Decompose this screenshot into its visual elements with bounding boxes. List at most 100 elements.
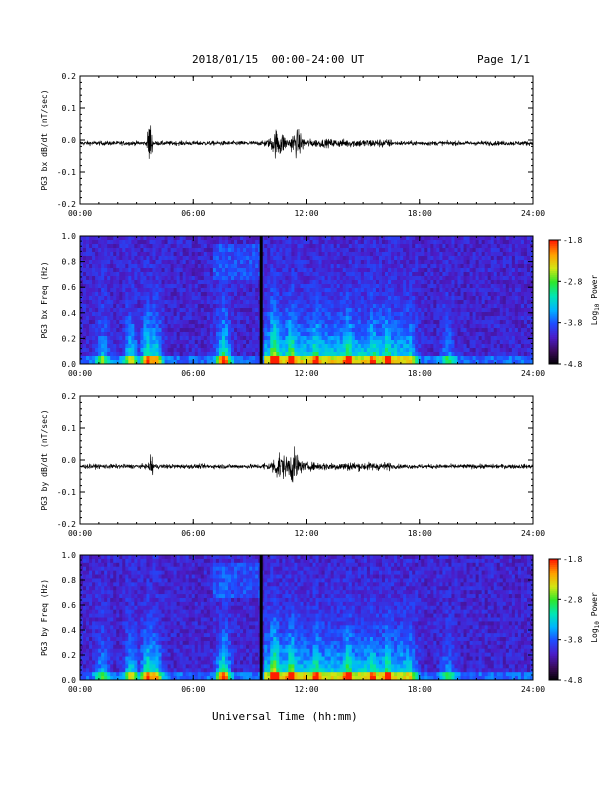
heatmap-cell <box>345 360 350 365</box>
heatmap-cell <box>173 352 178 357</box>
heatmap-cell <box>164 300 168 305</box>
heatmap-cell <box>191 288 196 293</box>
heatmap-cell <box>203 344 208 349</box>
heatmap-cell <box>209 240 214 245</box>
heatmap-cell <box>493 308 498 313</box>
heatmap-cell <box>433 324 437 329</box>
heatmap-cell <box>330 236 335 241</box>
heatmap-cell <box>475 284 480 289</box>
heatmap-cell <box>164 348 168 353</box>
heatmap-cell <box>406 280 410 285</box>
heatmap-cell <box>412 320 416 325</box>
heatmap-cell <box>188 312 193 317</box>
heatmap-cell <box>252 236 256 241</box>
heatmap-cell <box>176 320 181 325</box>
heatmap-cell <box>185 272 190 277</box>
heatmap-cell <box>342 236 347 241</box>
heatmap-cell <box>125 324 129 329</box>
heatmap-cell <box>221 256 226 261</box>
heatmap-cell <box>460 236 464 241</box>
heatmap-cell <box>436 280 440 285</box>
heatmap-cell <box>391 332 395 337</box>
heatmap-cell <box>261 332 265 337</box>
heatmap-cell <box>116 292 120 297</box>
heatmap-cell <box>412 264 416 269</box>
heatmap-cell <box>227 360 232 365</box>
heatmap-cell <box>385 264 389 269</box>
heatmap-cell <box>215 252 220 257</box>
heatmap-cell <box>98 260 102 265</box>
heatmap-cell <box>261 292 265 297</box>
heatmap-cell <box>478 244 483 249</box>
heatmap-cell <box>391 300 395 305</box>
heatmap-cell <box>472 272 477 277</box>
heatmap-cell <box>80 248 84 253</box>
heatmap-cell <box>122 356 126 361</box>
heatmap-cell <box>514 296 519 301</box>
heatmap-cell <box>427 276 431 281</box>
heatmap-cell <box>487 296 492 301</box>
heatmap-cell <box>191 356 196 361</box>
heatmap-cell <box>92 288 96 293</box>
heatmap-cell <box>164 284 168 289</box>
heatmap-cell <box>523 240 528 245</box>
heatmap-cell <box>152 288 156 293</box>
heatmap-cell <box>312 308 316 313</box>
heatmap-cell <box>140 236 144 241</box>
heatmap-cell <box>152 248 156 253</box>
heatmap-cell <box>403 268 407 273</box>
heatmap-cell <box>484 328 489 333</box>
heatmap-cell <box>188 324 193 329</box>
heatmap-cell <box>357 256 362 261</box>
heatmap-cell <box>499 308 504 313</box>
heatmap-cell <box>83 312 87 317</box>
heatmap-cell <box>327 272 332 277</box>
heatmap-cell <box>430 316 434 321</box>
heatmap-cell <box>397 304 401 309</box>
heatmap-cell <box>339 240 344 245</box>
heatmap-cell <box>421 268 425 273</box>
heatmap-cell <box>113 256 117 261</box>
heatmap-cell <box>520 296 525 301</box>
heatmap-cell <box>255 248 259 253</box>
heatmap-cell <box>95 312 99 317</box>
heatmap-cell <box>330 252 335 257</box>
heatmap-cell <box>146 256 150 261</box>
heatmap-cell <box>270 344 274 349</box>
heatmap-cell <box>372 348 377 353</box>
heatmap-cell <box>354 300 359 305</box>
heatmap-cell <box>312 292 316 297</box>
heatmap-cell <box>430 260 434 265</box>
heatmap-cell <box>282 272 286 277</box>
heatmap-cell <box>224 236 229 241</box>
heatmap-cell <box>206 296 211 301</box>
heatmap-cell <box>297 284 301 289</box>
heatmap-cell <box>227 300 232 305</box>
heatmap-cell <box>191 324 196 329</box>
heatmap-cell <box>412 344 416 349</box>
heatmap-cell <box>505 236 510 241</box>
heatmap-cell <box>388 256 392 261</box>
heatmap-cell <box>469 316 473 321</box>
heatmap-cell <box>481 320 486 325</box>
heatmap-cell <box>300 308 304 313</box>
heatmap-cell <box>354 268 359 273</box>
heatmap-cell <box>227 240 232 245</box>
heatmap-cell <box>409 260 413 265</box>
heatmap-cell <box>372 236 377 241</box>
heatmap-cell <box>427 324 431 329</box>
heatmap-cell <box>212 272 217 277</box>
heatmap-cell <box>285 328 289 333</box>
heatmap-cell <box>487 260 492 265</box>
heatmap-cell <box>412 304 416 309</box>
heatmap-cell <box>309 336 313 341</box>
heatmap-cell <box>324 356 329 361</box>
heatmap-cell <box>472 324 477 329</box>
heatmap-cell <box>300 340 304 345</box>
heatmap-cell <box>240 360 244 365</box>
heatmap-cell <box>270 288 274 293</box>
heatmap-cell <box>385 324 389 329</box>
heatmap-cell <box>285 284 289 289</box>
heatmap-cell <box>354 316 359 321</box>
heatmap-cell <box>227 296 232 301</box>
